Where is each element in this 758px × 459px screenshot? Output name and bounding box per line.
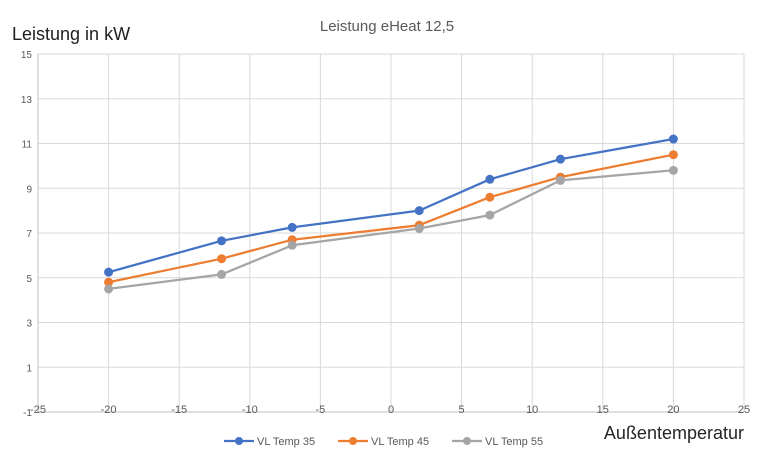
y-tick-label: 9 <box>26 184 32 195</box>
axes <box>37 54 744 413</box>
data-point <box>217 236 227 246</box>
x-tick-label: -20 <box>101 404 117 416</box>
data-point <box>104 267 114 277</box>
x-tick-label: -15 <box>171 404 187 416</box>
y-tick-label: -1 <box>23 408 32 419</box>
y-tick-label: 7 <box>26 229 32 240</box>
data-point <box>287 222 297 232</box>
y-axis-label: Leistung in kW <box>12 24 130 44</box>
x-tick-label: 0 <box>388 404 394 416</box>
x-tick-label: -10 <box>242 404 258 416</box>
legend-item: VL Temp 55 <box>452 436 543 448</box>
data-point <box>555 175 565 185</box>
y-tick-label: 3 <box>26 319 32 330</box>
x-tick-label: 10 <box>526 404 538 416</box>
legend: VL Temp 35 VL Temp 45 VL Temp 55 <box>224 436 543 448</box>
data-point <box>668 134 678 144</box>
data-point <box>217 254 227 264</box>
data-point <box>668 165 678 175</box>
series-1 <box>104 134 678 277</box>
legend-marker <box>463 437 471 445</box>
y-tick-label: 13 <box>21 95 33 106</box>
y-tick-label: 1 <box>26 363 32 374</box>
x-tick-label: -25 <box>30 404 46 416</box>
legend-marker <box>235 437 243 445</box>
legend-marker <box>349 437 357 445</box>
y-tick-label: 5 <box>26 274 32 285</box>
data-series <box>104 134 678 294</box>
data-point <box>485 210 495 220</box>
x-tick-label: -5 <box>316 404 326 416</box>
x-tick-label: 25 <box>738 404 750 416</box>
y-tick-label: 15 <box>21 50 33 61</box>
legend-item: VL Temp 45 <box>338 436 429 448</box>
data-point <box>555 154 565 164</box>
legend-label: VL Temp 35 <box>257 436 315 448</box>
x-tick-label: 20 <box>667 404 679 416</box>
data-point <box>414 206 424 216</box>
data-point <box>485 174 495 184</box>
data-point <box>287 240 297 250</box>
x-tick-label: 15 <box>597 404 609 416</box>
data-point <box>668 150 678 160</box>
legend-label: VL Temp 55 <box>485 436 543 448</box>
chart-title: Leistung eHeat 12,5 <box>320 18 454 35</box>
data-point <box>485 192 495 202</box>
legend-item: VL Temp 35 <box>224 436 315 448</box>
x-axis-label: Außentemperatur <box>604 423 744 443</box>
data-point <box>217 269 227 279</box>
legend-label: VL Temp 45 <box>371 436 429 448</box>
data-point <box>414 224 424 234</box>
series-3 <box>104 165 678 294</box>
data-point <box>104 284 114 294</box>
x-tick-label: 5 <box>459 404 465 416</box>
y-tick-label: 11 <box>22 140 33 151</box>
